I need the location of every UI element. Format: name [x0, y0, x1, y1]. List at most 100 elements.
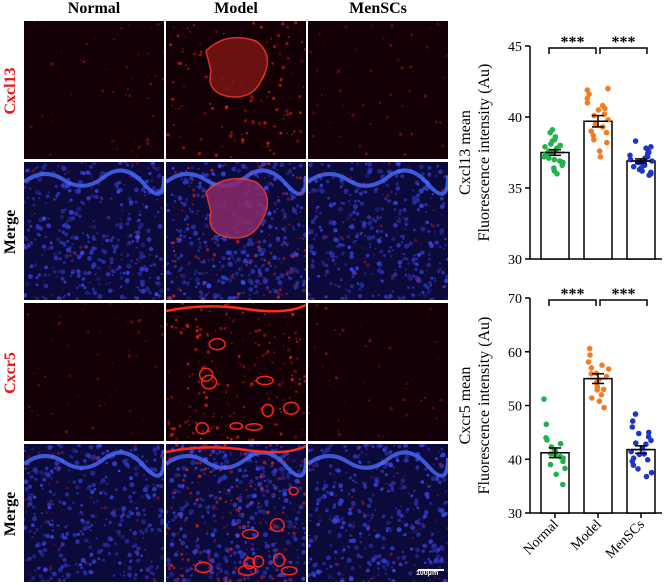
cxcl13-point-model-14: [604, 139, 610, 146]
cxcr5-point-normal-12: [547, 461, 554, 468]
cxcr5-ylabel-line1: Cxcr5 mean: [457, 367, 474, 445]
column-label-menscs: MenSCs: [349, 0, 407, 17]
cxcr5-point-normal-11: [548, 451, 554, 457]
cxcl13-point-menscs-0: [630, 163, 637, 170]
cxcl13-point-normal-3: [542, 144, 548, 150]
cxcr5-point-menscs-3: [646, 429, 652, 436]
cxcl13-point-normal-16: [549, 127, 556, 133]
cxcl13-point-model-2: [584, 95, 591, 102]
cxcr5-point-model-11: [598, 392, 605, 398]
cxcl13-point-model-6: [584, 87, 591, 93]
xtick-label-model: Model: [568, 517, 605, 554]
micrograph-merge2-normal: [24, 444, 164, 582]
micrograph-merge1-model: [166, 162, 306, 300]
cxcr5-point-menscs-5: [648, 437, 654, 444]
micrograph-cxcr5-normal: [24, 303, 164, 441]
cxcr5-point-menscs-15: [633, 440, 639, 446]
cxcl13-point-model-10: [586, 91, 592, 98]
cxcl13-ytick-label-1: 35: [508, 182, 522, 197]
cxcr5-point-menscs-14: [648, 469, 655, 476]
cxcr5-point-menscs-1: [629, 418, 636, 424]
cxcr5-point-model-0: [586, 345, 593, 352]
cxcr5-point-normal-9: [562, 465, 568, 472]
cxcr5-point-model-1: [587, 352, 593, 358]
cxcl13-point-normal-15: [559, 162, 565, 169]
cxcl13-sig-bracket-0: [548, 47, 597, 54]
cxcl13-point-menscs-4: [649, 158, 655, 164]
cxcl13-point-menscs-19: [638, 165, 644, 171]
cxcl13-point-model-11: [597, 154, 604, 160]
cxcr5-point-menscs-13: [635, 466, 641, 472]
cxcr5-point-menscs-19: [643, 473, 650, 480]
cxcl13-point-normal-18: [546, 155, 552, 161]
cxcr5-point-normal-14: [560, 481, 566, 488]
cxcr5-point-normal-0: [541, 396, 547, 402]
cxcr5-point-model-17: [601, 404, 607, 411]
cxcr5-sig-bracket-1: [599, 299, 648, 306]
cxcl13-sig-bracket-1: [599, 47, 648, 54]
micrograph-cxcr5-model: [166, 303, 306, 441]
cxcl13-point-model-3: [588, 128, 594, 134]
micrograph-merge2-model: [166, 444, 306, 582]
cxcl13-ytick-label-3: 45: [508, 40, 522, 55]
micrograph-merge1-menscs: [308, 162, 448, 300]
cxcl13-point-normal-20: [554, 171, 560, 177]
cxcr5-point-model-3: [599, 362, 605, 369]
cxcr5-point-model-4: [605, 366, 612, 372]
cxcl13-point-normal-22: [551, 136, 558, 143]
column-label-model: Model: [214, 0, 258, 17]
cxcr5-point-model-15: [588, 365, 595, 371]
micrograph-cxcl13-model: [166, 21, 306, 159]
cxcr5-point-normal-6: [557, 440, 564, 447]
cxcr5-sig-label-0: ***: [561, 286, 585, 303]
cxcr5-ytick-label-3: 60: [508, 346, 522, 361]
cxcl13-point-model-0: [591, 136, 597, 143]
cxcl13-point-normal-11: [556, 158, 563, 164]
xtick-label-menscs: MenSCs: [603, 517, 648, 562]
micrograph-cxcl13-menscs: [308, 21, 448, 159]
cxcl13-ylabel-line1: Cxcl13 mean: [457, 110, 474, 195]
cxcr5-point-model-10: [594, 387, 600, 393]
cxcl13-point-menscs-16: [648, 144, 654, 150]
cxcl13-point-menscs-14: [627, 152, 633, 159]
cxcr5-point-normal-16: [557, 453, 563, 460]
cxcl13-ytick-label-0: 30: [508, 253, 522, 268]
cxcr5-point-normal-1: [543, 421, 550, 428]
xtick-label-normal: Normal: [521, 517, 562, 558]
cxcr5-point-model-12: [589, 395, 595, 401]
cxcl13-point-menscs-20: [646, 149, 652, 156]
cxcl13-point-model-15: [584, 100, 591, 106]
cxcr5-ytick-label-4: 70: [508, 292, 522, 307]
cxcr5-point-model-14: [588, 371, 595, 377]
micrograph-merge2-menscs: [308, 444, 448, 582]
cxcl13-point-menscs-13: [646, 172, 652, 178]
cxcr5-sig-bracket-0: [548, 299, 597, 306]
cxcr5-point-normal-13: [553, 471, 559, 478]
cxcl13-ylabel-line2: Fluorescence intensity (Au): [476, 64, 493, 242]
cxcl13-point-model-7: [592, 121, 599, 127]
cxcr5-point-menscs-17: [644, 457, 651, 463]
cxcl13-point-model-18: [605, 85, 611, 92]
cxcr5-point-menscs-2: [629, 424, 636, 430]
cxcl13-point-model-19: [590, 132, 597, 139]
cxcl13-ytick-label-2: 40: [508, 111, 522, 126]
micrograph-cxcl13-normal: [24, 21, 164, 159]
cxcr5-ytick-label-2: 50: [508, 400, 522, 415]
cxcl13-point-menscs-7: [632, 138, 639, 144]
cxcr5-ylabel-line2: Fluorescence intensity (Au): [476, 317, 493, 495]
column-label-normal: Normal: [67, 0, 121, 17]
cxcl13-sig-label-0: ***: [561, 34, 585, 51]
cxcr5-point-model-2: [585, 359, 592, 365]
cxcr5-point-model-13: [596, 398, 603, 405]
cxcl13-point-model-4: [596, 148, 603, 154]
scale-bar: [418, 569, 444, 571]
cxcr5-point-normal-10: [544, 437, 550, 443]
cxcl13-sig-label-1: ***: [612, 34, 636, 51]
cxcr5-ytick-label-0: 30: [508, 507, 522, 522]
cxcl13-point-model-9: [595, 107, 602, 113]
cxcr5-point-menscs-0: [632, 411, 639, 417]
cxcl13-point-model-8: [603, 129, 610, 136]
micrograph-merge1-normal: [24, 162, 164, 300]
micrograph-cxcr5-menscs: [308, 303, 448, 441]
